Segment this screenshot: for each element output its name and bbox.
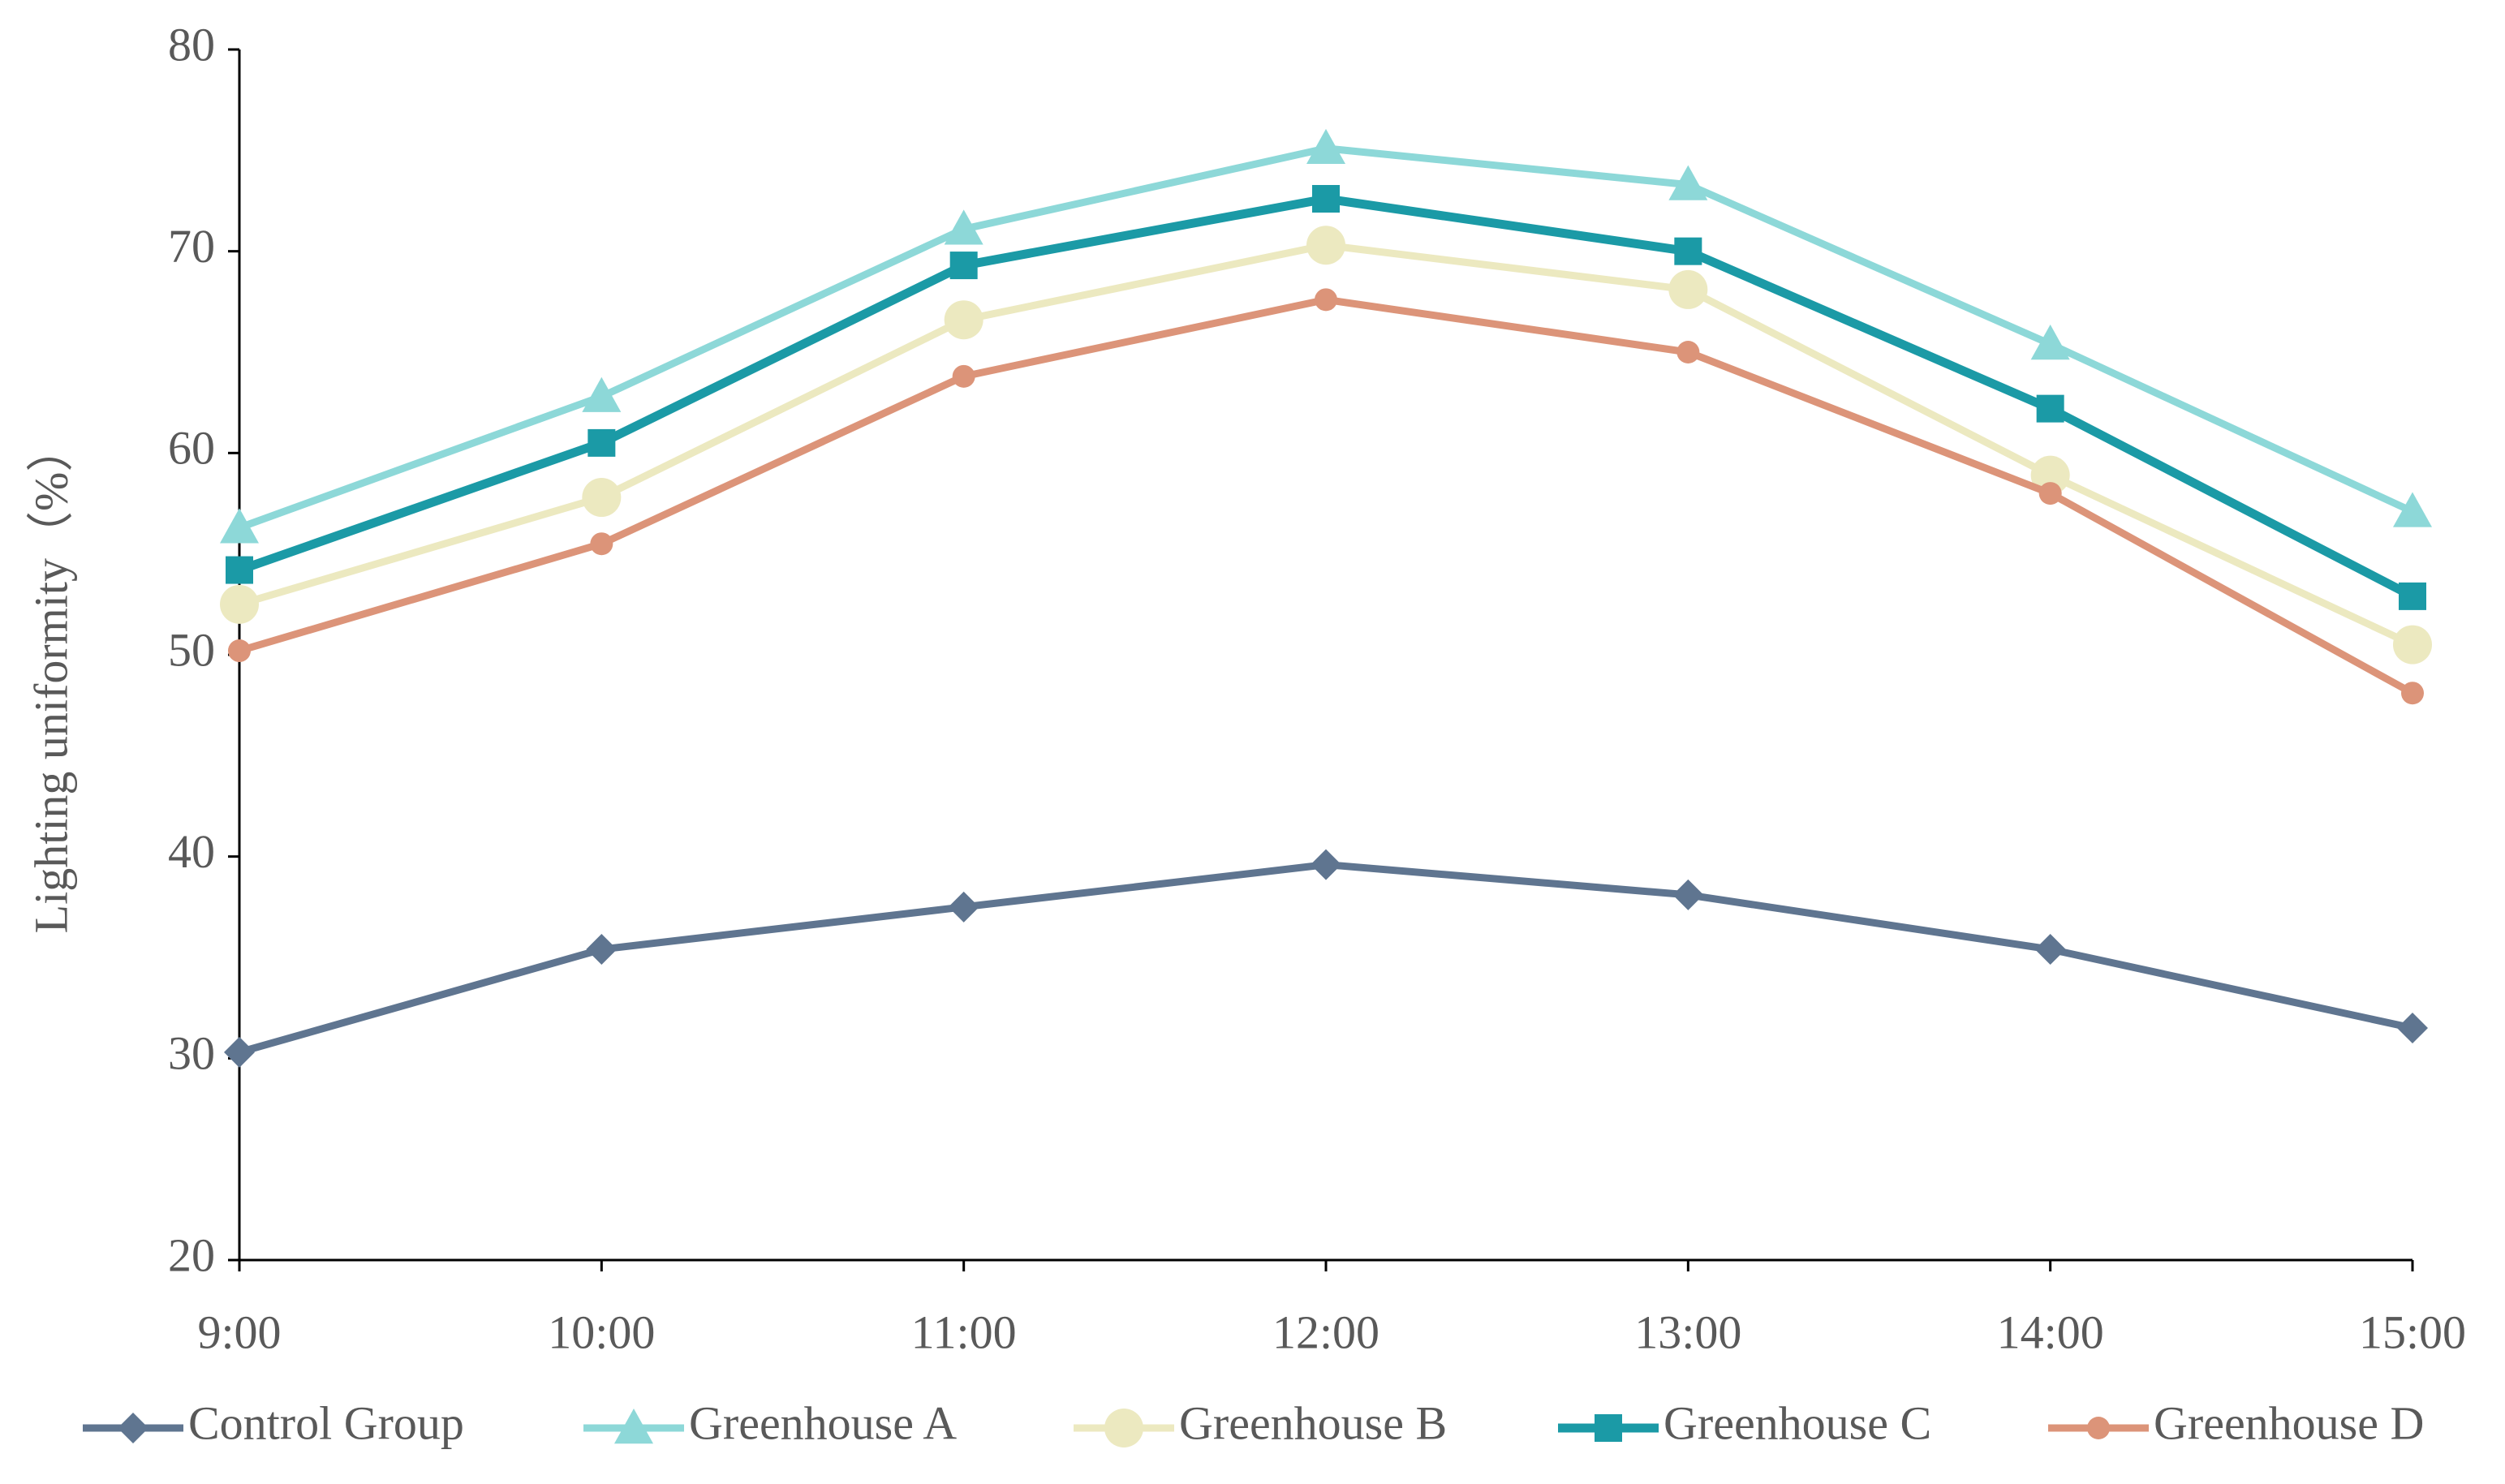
data-point [1306, 128, 1345, 165]
data-point [2034, 934, 2066, 966]
legend-label: Control Group [188, 1396, 464, 1449]
data-point [952, 364, 975, 388]
data-point [590, 532, 613, 556]
data-point [1668, 165, 1708, 200]
y-tick-label: 70 [168, 220, 215, 273]
data-point [948, 891, 979, 923]
y-axis-label: Lighting uniformity（%） [24, 425, 77, 934]
data-point [588, 428, 616, 457]
legend-label: Greenhouse A [689, 1396, 957, 1449]
legend-label: Greenhouse C [1664, 1396, 1931, 1449]
data-point [2393, 625, 2432, 665]
data-point [2399, 582, 2426, 610]
y-tick-label: 30 [168, 1027, 215, 1080]
data-point [1315, 288, 1337, 312]
data-point [1676, 341, 1700, 363]
legend-marker [614, 1409, 653, 1444]
legend-label: Greenhouse D [2154, 1396, 2424, 1449]
data-point [2038, 482, 2062, 505]
data-point [1672, 879, 1704, 910]
data-point [949, 252, 978, 280]
data-point [1668, 269, 1708, 309]
y-tick-label: 20 [168, 1228, 215, 1281]
data-point [1674, 237, 1702, 265]
data-point [586, 934, 618, 966]
data-point [226, 556, 253, 584]
data-point [582, 478, 622, 518]
data-point [1311, 849, 1341, 880]
legend-marker [1104, 1409, 1143, 1447]
data-point [2401, 682, 2424, 705]
data-point [228, 639, 251, 663]
data-point [2030, 455, 2070, 495]
data-point [582, 376, 622, 412]
data-point [220, 584, 259, 624]
x-tick-label: 12:00 [1272, 1305, 1379, 1358]
data-point [224, 1036, 255, 1068]
data-point [944, 300, 983, 340]
x-tick-label: 14:00 [1997, 1305, 2104, 1358]
data-point [2036, 394, 2064, 423]
y-tick-label: 60 [168, 422, 215, 475]
legend-marker [2087, 1417, 2110, 1439]
x-tick-label: 11:00 [911, 1305, 1017, 1358]
data-point [220, 508, 259, 544]
data-point [2393, 492, 2432, 527]
data-point [1312, 185, 1340, 213]
legend-marker [1595, 1414, 1622, 1442]
data-point [2030, 325, 2070, 360]
y-tick-label: 40 [168, 825, 215, 878]
data-point [1306, 226, 1345, 265]
x-tick-label: 9:00 [197, 1305, 281, 1358]
x-tick-label: 10:00 [548, 1305, 655, 1358]
series-line [238, 861, 2413, 1056]
x-tick-label: 15:00 [2359, 1305, 2466, 1358]
y-tick-label: 80 [168, 18, 215, 71]
legend-label: Greenhouse B [1179, 1396, 1447, 1449]
data-point [944, 209, 983, 245]
data-point [2397, 1013, 2428, 1044]
x-tick-label: 13:00 [1634, 1305, 1741, 1358]
y-tick-label: 50 [168, 623, 215, 676]
legend-marker [118, 1413, 148, 1443]
